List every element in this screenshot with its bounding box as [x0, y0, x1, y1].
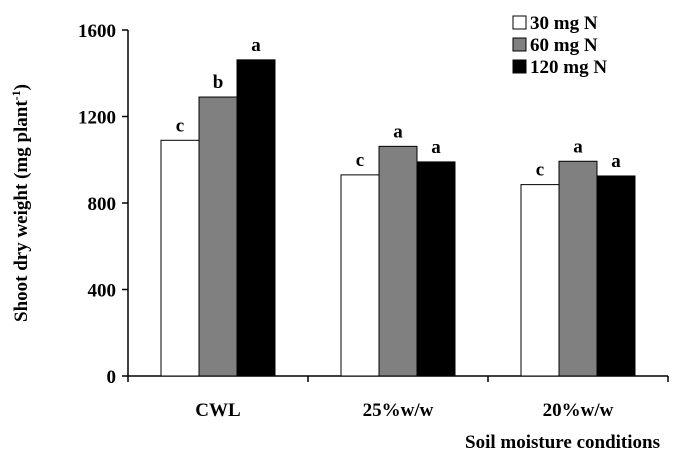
- significance-letter: c: [356, 150, 364, 171]
- bars: c b a c a a c a a: [160, 35, 636, 377]
- bar: [378, 145, 418, 377]
- significance-letter: a: [611, 151, 621, 172]
- y-tick-label: 400: [88, 281, 117, 302]
- x-tick-label: CWL: [195, 400, 240, 421]
- significance-letter: c: [536, 160, 544, 181]
- y-tick-label: 800: [88, 194, 117, 215]
- y-tick-label: 0: [107, 367, 117, 388]
- y-axis-label-close: ): [11, 84, 32, 90]
- x-axis-label: Soil moisture conditions: [465, 432, 660, 453]
- y-axis-label-main: Shoot dry weight (mg plant: [11, 100, 32, 322]
- x-tick-label: 20%w/w: [543, 400, 614, 421]
- significance-letter: a: [393, 121, 403, 142]
- legend-swatch: [512, 59, 527, 74]
- legend-label: 60 mg N: [530, 35, 598, 56]
- y-tick-label: 1200: [78, 108, 116, 129]
- bar: [520, 184, 560, 377]
- significance-letter: b: [213, 72, 224, 93]
- legend-label: 120 mg N: [530, 57, 607, 78]
- x-tick-label: 25%w/w: [363, 400, 434, 421]
- significance-letter: a: [251, 35, 261, 56]
- bar: [198, 96, 238, 377]
- bar: [340, 174, 380, 377]
- axes: 0 400 800 1200 1600 CWL 25%w/w 20%w/w: [78, 21, 669, 421]
- bar: [596, 175, 636, 377]
- bar: [416, 161, 456, 377]
- legend-swatch: [512, 15, 527, 30]
- significance-letter: a: [573, 136, 583, 157]
- legend-label: 30 mg N: [530, 13, 598, 34]
- bar: [236, 59, 276, 377]
- svg-text:Shoot dry weight (mg plant-1): Shoot dry weight (mg plant-1): [9, 84, 32, 322]
- legend-swatch: [512, 37, 527, 52]
- significance-letter: c: [176, 115, 184, 136]
- y-axis-label-superscript: -1: [9, 90, 23, 100]
- bar: [558, 160, 598, 377]
- bar: [160, 139, 200, 377]
- significance-letter: a: [431, 137, 441, 158]
- y-axis-label: Shoot dry weight (mg plant-1): [9, 84, 32, 322]
- y-tick-label: 1600: [78, 21, 116, 42]
